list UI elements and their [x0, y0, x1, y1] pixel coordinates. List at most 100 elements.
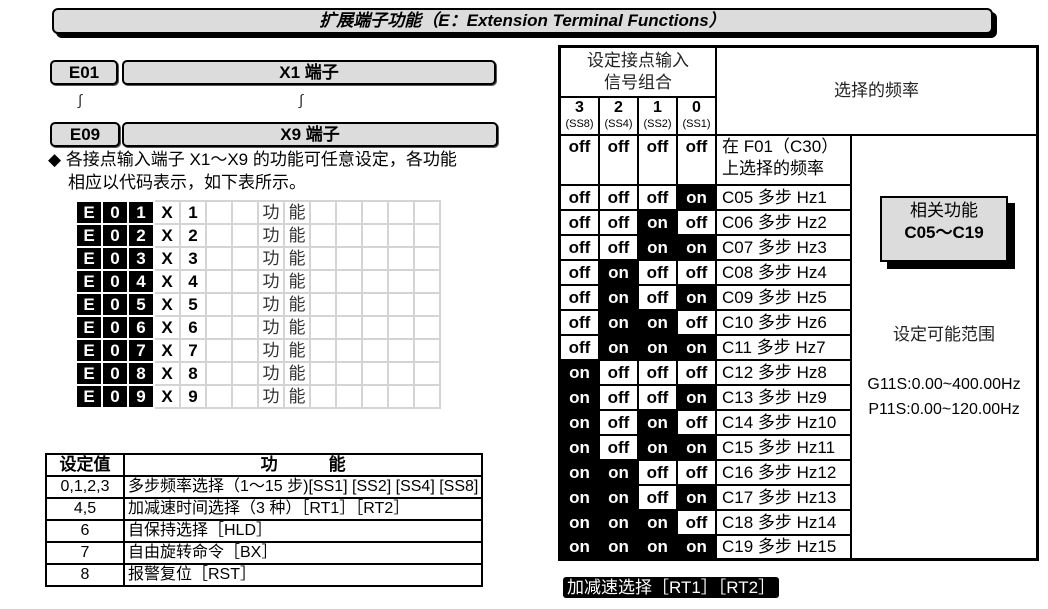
switch-state-off: off	[637, 183, 678, 211]
empty-cell	[413, 200, 441, 225]
switch-state-off: off	[558, 133, 600, 186]
empty-cell	[361, 292, 389, 317]
empty-cell	[335, 269, 363, 294]
terminal-cell: 5	[179, 292, 207, 317]
range-tilde-right: ∫	[299, 92, 304, 109]
param-code-cell: E	[75, 361, 103, 386]
switch-state-on: on	[598, 458, 639, 486]
selected-frequency: C08 多步 Hz4	[715, 258, 852, 286]
empty-cell	[205, 315, 233, 340]
switch-state-on: on	[676, 183, 717, 211]
param-name-x9: X9 端子	[122, 122, 498, 147]
frequency-row: off off on on C07 多步 Hz3	[558, 233, 1038, 261]
switch-state-on: on	[598, 483, 639, 511]
switch-state-on: on	[558, 408, 600, 436]
frequency-row: off off on off C06 多步 Hz2	[558, 208, 1038, 236]
param-code-cell: 0	[101, 269, 129, 294]
switch-state-off: off	[598, 233, 639, 261]
empty-cell	[387, 269, 415, 294]
param-code-cell: E	[75, 338, 103, 363]
switch-state-on: on	[558, 508, 600, 536]
setting-value: 0,1,2,3	[45, 475, 125, 499]
bit-signal: (SS2)	[643, 117, 672, 130]
switch-state-off: off	[598, 383, 639, 411]
bit-header: 1 (SS2)	[637, 95, 678, 136]
bit-signal: (SS4)	[604, 117, 633, 130]
empty-cell	[309, 384, 337, 409]
switch-state-on: on	[558, 383, 600, 411]
empty-cell	[335, 223, 363, 248]
switch-state-on: on	[598, 308, 639, 336]
setting-range-label: 设定可能范围	[893, 324, 995, 344]
function-char-cell: 能	[283, 200, 311, 225]
param-code-cell: E	[75, 292, 103, 317]
empty-cell	[361, 200, 389, 225]
switch-state-on: on	[637, 433, 678, 461]
switch-state-off: off	[637, 133, 678, 186]
empty-cell	[387, 338, 415, 363]
switch-state-on: on	[676, 383, 717, 411]
empty-cell	[205, 292, 233, 317]
empty-cell	[231, 223, 259, 248]
switch-state-off: off	[676, 308, 717, 336]
function-table: 设定值 功 能 0,1,2,3 多步频率选择（1～15 步)[SS1] [SS2]…	[45, 453, 484, 587]
selected-frequency: C16 多步 Hz12	[715, 458, 852, 486]
switch-state-off: off	[637, 458, 678, 486]
empty-cell	[205, 384, 233, 409]
param-code-cell: 0	[101, 315, 129, 340]
empty-cell	[361, 338, 389, 363]
terminal-cell: 1	[179, 200, 207, 225]
bit-header: 0 (SS1)	[676, 95, 717, 136]
multistep-frequency-table: 设定接点输入信号组合 选择的频率 3 (SS8) 2 (SS4) 1 (SS2) 0 (SS1…	[558, 45, 1039, 561]
param-code-cell: 0	[101, 246, 129, 271]
function-char-cell: 功	[257, 338, 285, 363]
selected-frequency: C14 多步 Hz10	[715, 408, 852, 436]
empty-cell	[361, 384, 389, 409]
selected-frequency: C10 多步 Hz6	[715, 308, 852, 336]
empty-cell	[309, 292, 337, 317]
empty-cell	[231, 200, 259, 225]
selected-frequency: C17 多步 Hz13	[715, 483, 852, 511]
switch-state-off: off	[637, 258, 678, 286]
switch-state-on: on	[637, 308, 678, 336]
empty-cell	[231, 292, 259, 317]
param-code-cell: 0	[101, 338, 129, 363]
switch-state-on: on	[676, 233, 717, 261]
param-code-cell: 8	[127, 361, 155, 386]
switch-state-off: off	[558, 258, 600, 286]
terminal-cell: 9	[179, 384, 207, 409]
empty-cell	[387, 200, 415, 225]
function-char-cell: 能	[283, 384, 311, 409]
empty-cell	[205, 200, 233, 225]
empty-cell	[335, 200, 363, 225]
terminal-cell: X	[153, 223, 181, 248]
section-title-bar: 扩展端子功能（E：Extension Terminal Functions）	[52, 8, 993, 34]
switch-state-on: on	[598, 533, 639, 561]
function-row: 0,1,2,3 多步频率选择（1～15 步)[SS1] [SS2] [SS4] […	[45, 475, 484, 499]
header-function: 功 能	[122, 453, 484, 477]
terminal-cell: X	[153, 361, 181, 386]
param-code-cell: E	[75, 246, 103, 271]
terminal-cell: 4	[179, 269, 207, 294]
empty-cell	[335, 315, 363, 340]
terminal-cell: 2	[179, 223, 207, 248]
function-row: 4,5 加减速时间选择（3 种）［RT1］［RT2］	[45, 497, 484, 521]
frequency-row: on on on off C18 多步 Hz14	[558, 508, 1038, 536]
bit-signal: (SS1)	[682, 117, 711, 130]
switch-state-on: on	[558, 533, 600, 561]
param-code-cell: 2	[127, 223, 155, 248]
empty-cell	[205, 361, 233, 386]
terminal-cell: 8	[179, 361, 207, 386]
switch-state-on: on	[676, 333, 717, 361]
switch-state-off: off	[637, 283, 678, 311]
related-label: 相关功能	[910, 200, 978, 220]
switch-state-off: off	[598, 408, 639, 436]
bit-number: 3	[575, 98, 584, 116]
frequency-row: on off on off C14 多步 Hz10	[558, 408, 1038, 436]
frequency-row: off off off off 在 F01（C30）上选择的频率 相关功能 C05～C1…	[558, 133, 1039, 561]
header-signal-combo: 设定接点输入信号组合	[558, 45, 717, 98]
switch-state-on: on	[558, 358, 600, 386]
switch-state-off: off	[598, 133, 639, 186]
